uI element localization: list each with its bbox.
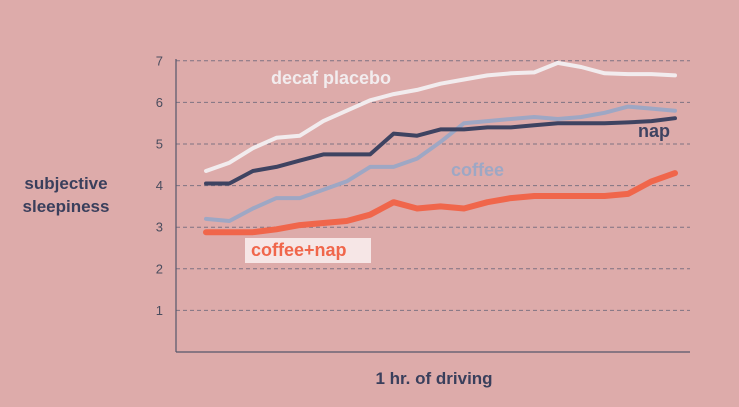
y-tick-label-3: 3 bbox=[156, 220, 163, 235]
series-label-nap: nap bbox=[638, 121, 670, 141]
series-line-coffee bbox=[204, 104, 677, 223]
series-line-decaf-placebo bbox=[204, 60, 677, 173]
x-axis-label: 1 hr. of driving bbox=[375, 369, 492, 388]
y-tick-label-4: 4 bbox=[156, 178, 163, 193]
y-tick-label-2: 2 bbox=[156, 261, 163, 276]
y-tick-label-7: 7 bbox=[156, 53, 163, 68]
y-tick-label-5: 5 bbox=[156, 137, 163, 152]
y-axis-label-line-2: sleepiness bbox=[23, 197, 110, 216]
y-axis-label-line-1: subjective bbox=[24, 174, 107, 193]
series-lines bbox=[203, 60, 678, 236]
series-line-coffee-nap bbox=[203, 170, 678, 236]
series-label-coffee: coffee bbox=[451, 160, 504, 180]
y-tick-label-6: 6 bbox=[156, 95, 163, 110]
series-label-bg-coffee-nap bbox=[245, 238, 371, 263]
gridlines bbox=[176, 60, 690, 311]
axes bbox=[175, 59, 690, 353]
series-label-decaf-placebo: decaf placebo bbox=[271, 68, 391, 88]
y-tick-label-1: 1 bbox=[156, 303, 163, 318]
y-tick-labels: 1 2 3 4 5 6 7 bbox=[156, 53, 163, 318]
series-label-coffee-nap: coffee+nap bbox=[251, 240, 347, 260]
series-labels: decaf placebo nap coffee coffee+nap bbox=[245, 68, 670, 263]
series-line-nap bbox=[204, 116, 677, 186]
